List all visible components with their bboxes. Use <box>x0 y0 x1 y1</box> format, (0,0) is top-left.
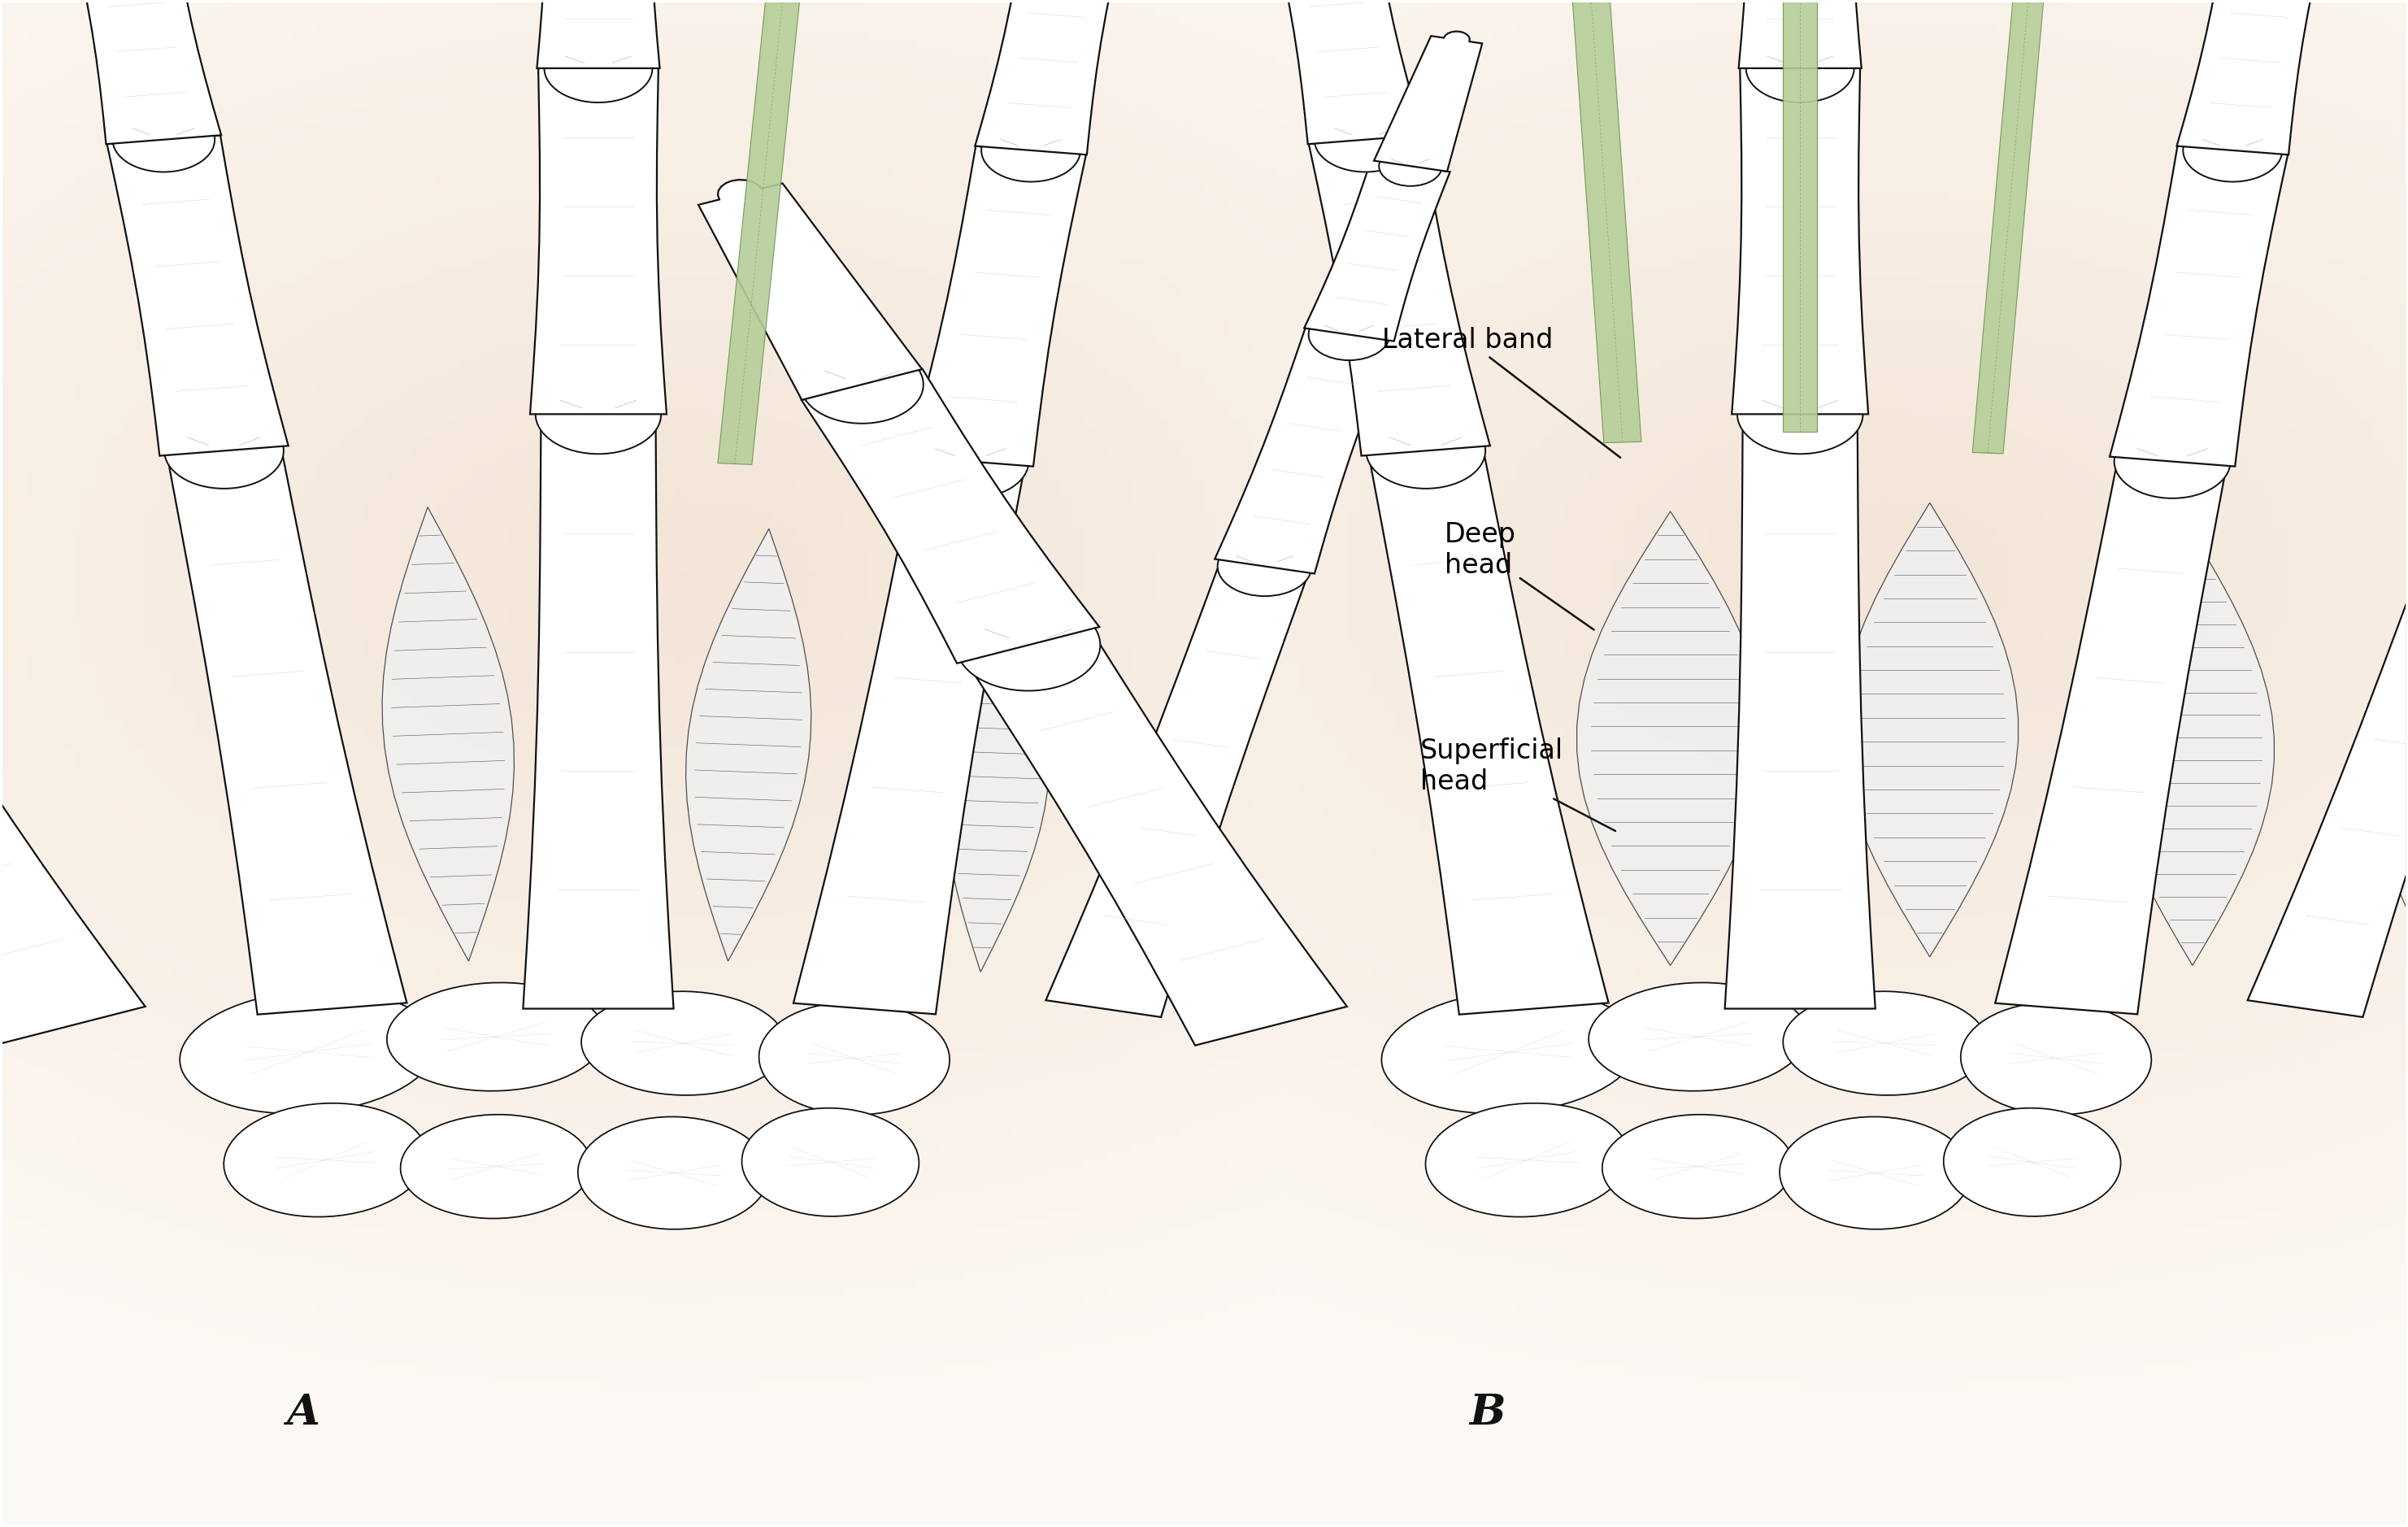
Ellipse shape <box>1382 991 1637 1113</box>
Polygon shape <box>2112 533 2273 965</box>
Circle shape <box>799 345 922 423</box>
Polygon shape <box>0 629 144 1046</box>
Circle shape <box>982 119 1081 182</box>
Circle shape <box>113 107 214 173</box>
Polygon shape <box>537 0 660 69</box>
Polygon shape <box>1375 32 1483 171</box>
Polygon shape <box>802 370 1100 663</box>
Polygon shape <box>1996 457 2227 1014</box>
Polygon shape <box>1842 502 2018 957</box>
Polygon shape <box>2374 573 2408 979</box>
Polygon shape <box>2109 147 2288 466</box>
Circle shape <box>913 425 1028 498</box>
Polygon shape <box>530 69 667 414</box>
Polygon shape <box>966 629 1346 1046</box>
Polygon shape <box>1368 446 1609 1014</box>
Polygon shape <box>792 457 1026 1014</box>
Polygon shape <box>2247 560 2408 1017</box>
Polygon shape <box>1724 414 1876 1009</box>
Polygon shape <box>718 0 802 464</box>
Ellipse shape <box>1780 1116 1970 1229</box>
Circle shape <box>956 600 1100 690</box>
Text: Deep
head: Deep head <box>1445 521 1594 629</box>
Polygon shape <box>1305 160 1450 341</box>
Polygon shape <box>908 147 1086 466</box>
Polygon shape <box>1972 0 2047 454</box>
Polygon shape <box>2177 0 2326 154</box>
Polygon shape <box>1214 328 1392 574</box>
Polygon shape <box>946 583 1050 971</box>
Ellipse shape <box>181 991 436 1113</box>
Polygon shape <box>1739 0 1861 69</box>
Polygon shape <box>1731 69 1869 414</box>
Polygon shape <box>1577 512 1765 965</box>
Ellipse shape <box>1601 1115 1794 1219</box>
Polygon shape <box>1045 560 1308 1017</box>
Circle shape <box>1365 412 1486 489</box>
Polygon shape <box>523 414 674 1009</box>
Ellipse shape <box>759 1002 949 1115</box>
Circle shape <box>1380 147 1442 186</box>
Circle shape <box>1736 374 1864 454</box>
Polygon shape <box>166 446 407 1014</box>
Polygon shape <box>975 0 1125 154</box>
Ellipse shape <box>400 1115 592 1219</box>
Ellipse shape <box>388 982 604 1090</box>
Ellipse shape <box>1960 1002 2150 1115</box>
Circle shape <box>2114 425 2230 498</box>
Polygon shape <box>1565 0 1642 443</box>
Polygon shape <box>106 136 289 455</box>
Circle shape <box>164 412 284 489</box>
Circle shape <box>1308 308 1389 360</box>
Circle shape <box>1218 536 1312 596</box>
Polygon shape <box>1310 136 1491 455</box>
Text: Superficial
head: Superficial head <box>1421 738 1616 831</box>
Ellipse shape <box>580 991 785 1095</box>
Ellipse shape <box>1782 991 1987 1095</box>
Text: Lateral band: Lateral band <box>1382 327 1621 458</box>
Ellipse shape <box>1589 982 1806 1090</box>
Polygon shape <box>698 180 922 400</box>
Polygon shape <box>1782 0 1818 432</box>
Polygon shape <box>383 507 515 960</box>
Circle shape <box>544 34 653 102</box>
Circle shape <box>2184 119 2283 182</box>
Ellipse shape <box>224 1102 426 1217</box>
Polygon shape <box>70 0 222 144</box>
Circle shape <box>1746 34 1854 102</box>
Polygon shape <box>686 528 811 960</box>
Ellipse shape <box>1943 1109 2121 1217</box>
Ellipse shape <box>742 1109 920 1217</box>
Ellipse shape <box>578 1116 768 1229</box>
Circle shape <box>1315 107 1416 173</box>
Polygon shape <box>1271 0 1423 144</box>
Ellipse shape <box>1426 1102 1628 1217</box>
Circle shape <box>535 374 662 454</box>
Text: A: A <box>287 1393 320 1434</box>
Text: B: B <box>1469 1393 1505 1434</box>
